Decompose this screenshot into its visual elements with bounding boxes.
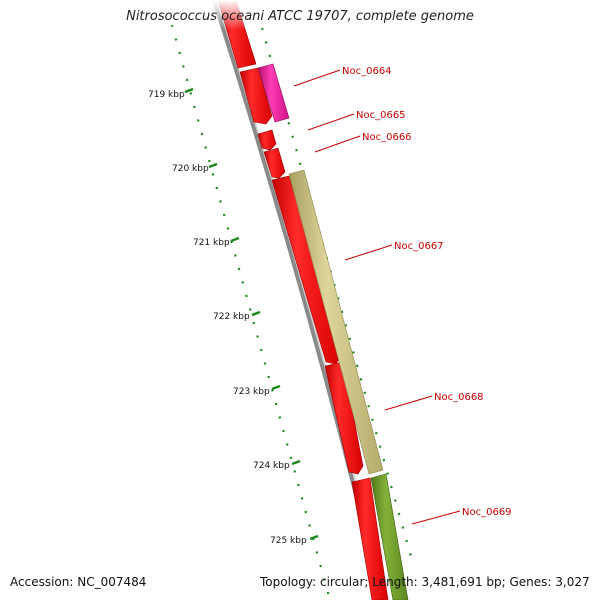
gene-label-noc-0664: Noc_0664 — [342, 66, 392, 77]
callout-line-noc-0667 — [344, 244, 393, 261]
scale-tick — [291, 459, 301, 466]
scale-tick — [309, 534, 319, 541]
scale-label: 725 kbp — [270, 536, 307, 546]
scale-tick — [251, 310, 261, 317]
scale-tick — [230, 236, 240, 243]
scale-tick — [271, 384, 281, 391]
cds-feature — [263, 147, 286, 179]
accession-text: Accession: NC_007484 — [10, 575, 147, 589]
scale-label: 719 kbp — [148, 90, 185, 100]
scale-tick — [184, 87, 194, 94]
scale-label: 720 kbp — [172, 164, 209, 174]
cds-track-outer — [257, 63, 409, 601]
callout-line-noc-0666 — [314, 135, 361, 153]
gene-label-noc-0669: Noc_0669 — [462, 507, 512, 518]
scale-label: 722 kbp — [213, 312, 250, 322]
gene-noc-0667 — [288, 169, 384, 475]
scale-dotted-line — [170, 24, 332, 601]
scale-label: 721 kbp — [193, 238, 230, 248]
genome-summary-text: Topology: circular; Length: 3,481,691 bp… — [260, 575, 590, 589]
scale-label: 724 kbp — [253, 461, 290, 471]
gene-label-noc-0665: Noc_0665 — [356, 110, 406, 121]
gene-label-noc-0667: Noc_0667 — [394, 241, 444, 252]
scale-tick — [208, 162, 218, 169]
cds-feature — [239, 67, 273, 125]
cds-feature — [257, 129, 277, 151]
gene-noc-0664 — [257, 63, 290, 123]
callout-line-noc-0665 — [307, 113, 355, 131]
top-fade — [0, 0, 600, 30]
gene-label-noc-0668: Noc_0668 — [434, 392, 484, 403]
scale-ticks — [184, 87, 319, 541]
callout-line-noc-0668 — [384, 395, 433, 411]
callout-line-noc-0664 — [293, 69, 341, 87]
gene-label-noc-0666: Noc_0666 — [362, 132, 412, 143]
scale-labels: 719 kbp 720 kbp 721 kbp 722 kbp 723 kbp … — [148, 90, 307, 546]
scale-label: 723 kbp — [233, 387, 270, 397]
callout-line-noc-0669 — [411, 510, 461, 525]
gene-callouts: Noc_0664 Noc_0665 Noc_0666 Noc_0667 Noc_… — [293, 66, 512, 525]
